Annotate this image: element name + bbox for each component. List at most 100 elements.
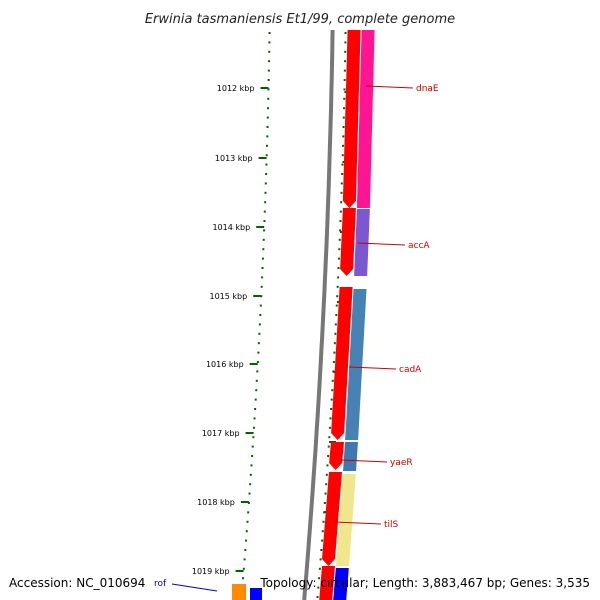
scale-dot <box>265 163 268 166</box>
scale-dot <box>334 323 337 326</box>
scale-dot <box>318 577 321 580</box>
scale-dot <box>261 257 264 260</box>
scale-dot <box>340 191 343 194</box>
scale-dot <box>258 323 261 326</box>
gene-block-tilS <box>335 474 356 566</box>
gene-label-accA: accA <box>408 241 430 251</box>
scale-dot <box>335 314 338 316</box>
position-label: 1019 kbp <box>192 567 230 576</box>
scale-dot <box>249 473 252 476</box>
scale-dot <box>331 389 334 392</box>
scale-dot <box>334 332 337 335</box>
dotted-scale-lines <box>240 32 347 598</box>
scale-dot <box>248 492 251 495</box>
scale-dot <box>328 426 331 429</box>
scale-dot <box>343 79 346 81</box>
scale-dot <box>245 539 248 542</box>
scale-dot <box>261 276 264 279</box>
scale-dot <box>336 295 339 298</box>
scale-dot <box>267 79 270 81</box>
scale-dot <box>244 549 247 551</box>
scale-dot <box>327 445 330 448</box>
scale-dot <box>246 520 249 523</box>
scale-dot <box>267 88 270 91</box>
gene-block-cadA <box>345 289 367 440</box>
scale-dot <box>259 314 262 316</box>
scale-dot <box>266 116 269 119</box>
label-leader <box>365 85 414 89</box>
position-labels: 1012 kbp 1013 kbp 1014 kbp 1015 kbp 1016 kbp… <box>192 84 255 576</box>
position-label: 1018 kbp <box>197 498 235 507</box>
strand-block <box>321 472 342 566</box>
scale-dot <box>337 257 340 260</box>
scale-dot <box>327 455 330 457</box>
scale-dot <box>261 267 264 269</box>
scale-dot <box>343 69 346 72</box>
scale-dot <box>252 436 255 439</box>
scale-dot <box>251 445 254 448</box>
scale-dot <box>326 464 329 467</box>
gene-label-yaeR: yaeR <box>390 458 413 468</box>
gene-block-yaeR <box>343 442 358 471</box>
map-title: Erwinia tasmaniensis Et1/99, complete ge… <box>145 12 455 27</box>
scale-dot <box>321 539 324 542</box>
scale-dot <box>340 201 343 204</box>
scale-dot <box>333 351 336 354</box>
strand-block <box>329 442 344 470</box>
gene-block-accA <box>354 209 370 276</box>
scale-dot <box>258 332 261 335</box>
scale-dot <box>255 389 258 392</box>
scale-dot <box>331 379 334 382</box>
scale-dot <box>316 596 319 598</box>
scale-dot <box>325 473 328 476</box>
position-label: 1017 kbp <box>202 429 240 438</box>
scale-dot <box>260 285 263 288</box>
scale-dot <box>341 154 344 157</box>
scale-dot <box>252 426 255 429</box>
strand-block <box>319 566 335 600</box>
scale-dot <box>268 41 271 44</box>
scale-dot <box>323 502 326 504</box>
scale-dot <box>263 229 266 232</box>
scale-dot <box>333 342 336 345</box>
scale-dot <box>268 50 271 53</box>
forward-strand-track <box>319 30 361 600</box>
gene-fragment <box>232 584 246 600</box>
scale-dot <box>339 210 342 213</box>
position-label: 1012 kbp <box>217 84 255 93</box>
gene-label-cadA: cadA <box>399 365 422 375</box>
scale-dot <box>268 60 271 63</box>
label-leader <box>340 459 388 463</box>
scale-dot <box>254 408 257 410</box>
scale-dot <box>266 135 269 138</box>
scale-dot <box>266 126 269 128</box>
strand-block <box>331 287 353 440</box>
strand-block <box>340 208 356 276</box>
scale-dot <box>321 530 324 533</box>
scale-dot <box>339 229 342 232</box>
scale-dot <box>262 238 265 241</box>
scale-dot <box>336 285 339 288</box>
label-leader <box>334 521 382 525</box>
scale-dot <box>260 295 263 298</box>
position-label: 1015 kbp <box>209 292 247 301</box>
scale-dot <box>344 50 347 53</box>
scale-dot <box>256 361 259 363</box>
scale-dot <box>338 248 341 251</box>
scale-dot <box>265 173 268 175</box>
scale-dot <box>253 417 256 420</box>
scale-dot <box>344 41 347 44</box>
scale-dot <box>329 417 332 420</box>
gene-label-rof: rof <box>154 579 167 589</box>
scale-dot <box>328 436 331 439</box>
gene-track <box>232 30 375 600</box>
scale-dot <box>266 144 269 147</box>
scale-dot <box>265 154 268 157</box>
label-leader <box>357 242 406 246</box>
scale-dot <box>338 238 341 241</box>
accession-text: Accession: NC_010694 <box>9 576 145 590</box>
scale-dot <box>335 304 338 307</box>
scale-dot <box>344 32 347 34</box>
scale-dot <box>259 304 262 307</box>
